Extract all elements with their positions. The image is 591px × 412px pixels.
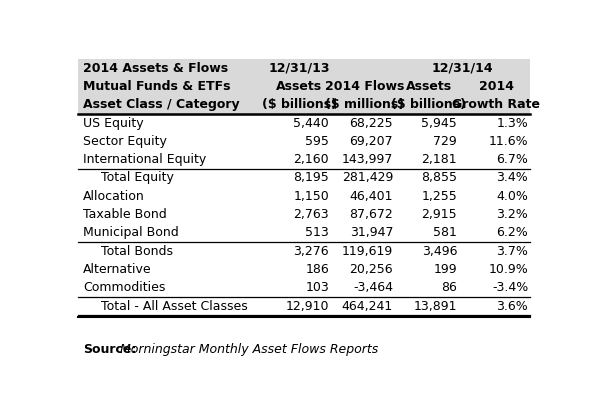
Text: 12,910: 12,910 xyxy=(285,300,329,313)
Text: 8,195: 8,195 xyxy=(293,171,329,185)
Text: 3.2%: 3.2% xyxy=(496,208,528,221)
Text: -3,464: -3,464 xyxy=(353,281,393,294)
Text: 12/31/14: 12/31/14 xyxy=(432,62,493,75)
Text: 3.4%: 3.4% xyxy=(496,171,528,185)
Text: Asset Class / Category: Asset Class / Category xyxy=(83,98,240,111)
Text: Allocation: Allocation xyxy=(83,190,145,203)
Text: 199: 199 xyxy=(434,263,457,276)
Text: 86: 86 xyxy=(441,281,457,294)
Text: 1,255: 1,255 xyxy=(421,190,457,203)
Text: 10.9%: 10.9% xyxy=(489,263,528,276)
Text: 729: 729 xyxy=(433,135,457,148)
Text: 464,241: 464,241 xyxy=(342,300,393,313)
Text: 6.2%: 6.2% xyxy=(496,226,528,239)
Text: 1.3%: 1.3% xyxy=(496,117,528,129)
Text: 595: 595 xyxy=(305,135,329,148)
Text: 1,150: 1,150 xyxy=(293,190,329,203)
Text: Assets: Assets xyxy=(277,80,323,93)
Text: 12/31/13: 12/31/13 xyxy=(269,62,330,75)
Text: 2,763: 2,763 xyxy=(293,208,329,221)
Text: 3,276: 3,276 xyxy=(293,245,329,258)
Text: 143,997: 143,997 xyxy=(342,153,393,166)
Text: 3.6%: 3.6% xyxy=(496,300,528,313)
Text: Commodities: Commodities xyxy=(83,281,165,294)
Text: 68,225: 68,225 xyxy=(349,117,393,129)
Text: 2,181: 2,181 xyxy=(421,153,457,166)
Text: 186: 186 xyxy=(305,263,329,276)
Text: 5,440: 5,440 xyxy=(293,117,329,129)
Text: 87,672: 87,672 xyxy=(349,208,393,221)
Text: 2014 Assets & Flows: 2014 Assets & Flows xyxy=(83,62,228,75)
Text: 11.6%: 11.6% xyxy=(489,135,528,148)
Text: Morningstar Monthly Asset Flows Reports: Morningstar Monthly Asset Flows Reports xyxy=(116,343,378,356)
Text: Assets: Assets xyxy=(406,80,452,93)
Text: International Equity: International Equity xyxy=(83,153,206,166)
Text: Mutual Funds & ETFs: Mutual Funds & ETFs xyxy=(83,80,230,93)
Text: 2014 Flows: 2014 Flows xyxy=(325,80,404,93)
Text: Total - All Asset Classes: Total - All Asset Classes xyxy=(102,300,248,313)
Text: Municipal Bond: Municipal Bond xyxy=(83,226,179,239)
Text: Alternative: Alternative xyxy=(83,263,152,276)
Text: 31,947: 31,947 xyxy=(350,226,393,239)
Text: ($ millions): ($ millions) xyxy=(325,98,404,111)
Text: Total Equity: Total Equity xyxy=(102,171,174,185)
Text: 2014: 2014 xyxy=(479,80,514,93)
Text: 13,891: 13,891 xyxy=(414,300,457,313)
Text: ($ billions): ($ billions) xyxy=(262,98,337,111)
Text: Total Bonds: Total Bonds xyxy=(102,245,173,258)
Text: 6.7%: 6.7% xyxy=(496,153,528,166)
Text: ($ billions): ($ billions) xyxy=(391,98,466,111)
Bar xyxy=(79,59,530,114)
Text: 119,619: 119,619 xyxy=(342,245,393,258)
Text: 581: 581 xyxy=(433,226,457,239)
Text: Taxable Bond: Taxable Bond xyxy=(83,208,167,221)
Text: 103: 103 xyxy=(305,281,329,294)
Text: 4.0%: 4.0% xyxy=(496,190,528,203)
Text: 2,160: 2,160 xyxy=(293,153,329,166)
Text: 20,256: 20,256 xyxy=(349,263,393,276)
Text: -3.4%: -3.4% xyxy=(492,281,528,294)
Text: 8,855: 8,855 xyxy=(421,171,457,185)
Text: 3.7%: 3.7% xyxy=(496,245,528,258)
Text: Source:: Source: xyxy=(83,343,137,356)
Text: Growth Rate: Growth Rate xyxy=(452,98,540,111)
Text: Sector Equity: Sector Equity xyxy=(83,135,167,148)
Text: 5,945: 5,945 xyxy=(421,117,457,129)
Text: 2,915: 2,915 xyxy=(421,208,457,221)
Text: 69,207: 69,207 xyxy=(349,135,393,148)
Text: US Equity: US Equity xyxy=(83,117,144,129)
Text: 513: 513 xyxy=(305,226,329,239)
Text: 3,496: 3,496 xyxy=(422,245,457,258)
Text: 281,429: 281,429 xyxy=(342,171,393,185)
Text: 46,401: 46,401 xyxy=(350,190,393,203)
